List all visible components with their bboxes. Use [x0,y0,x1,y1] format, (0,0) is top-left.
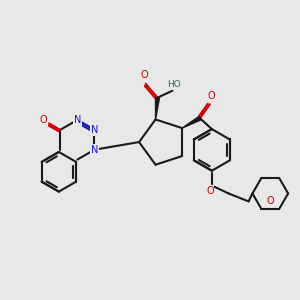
Text: N: N [91,145,98,155]
Text: O: O [39,115,47,125]
Text: O: O [266,196,274,206]
Text: N: N [74,115,81,125]
Text: O: O [141,70,148,80]
Text: O: O [206,185,214,196]
Text: O: O [207,92,215,101]
Text: HO: HO [167,80,181,89]
Text: N: N [91,125,98,135]
Polygon shape [155,98,160,119]
Polygon shape [182,116,201,128]
